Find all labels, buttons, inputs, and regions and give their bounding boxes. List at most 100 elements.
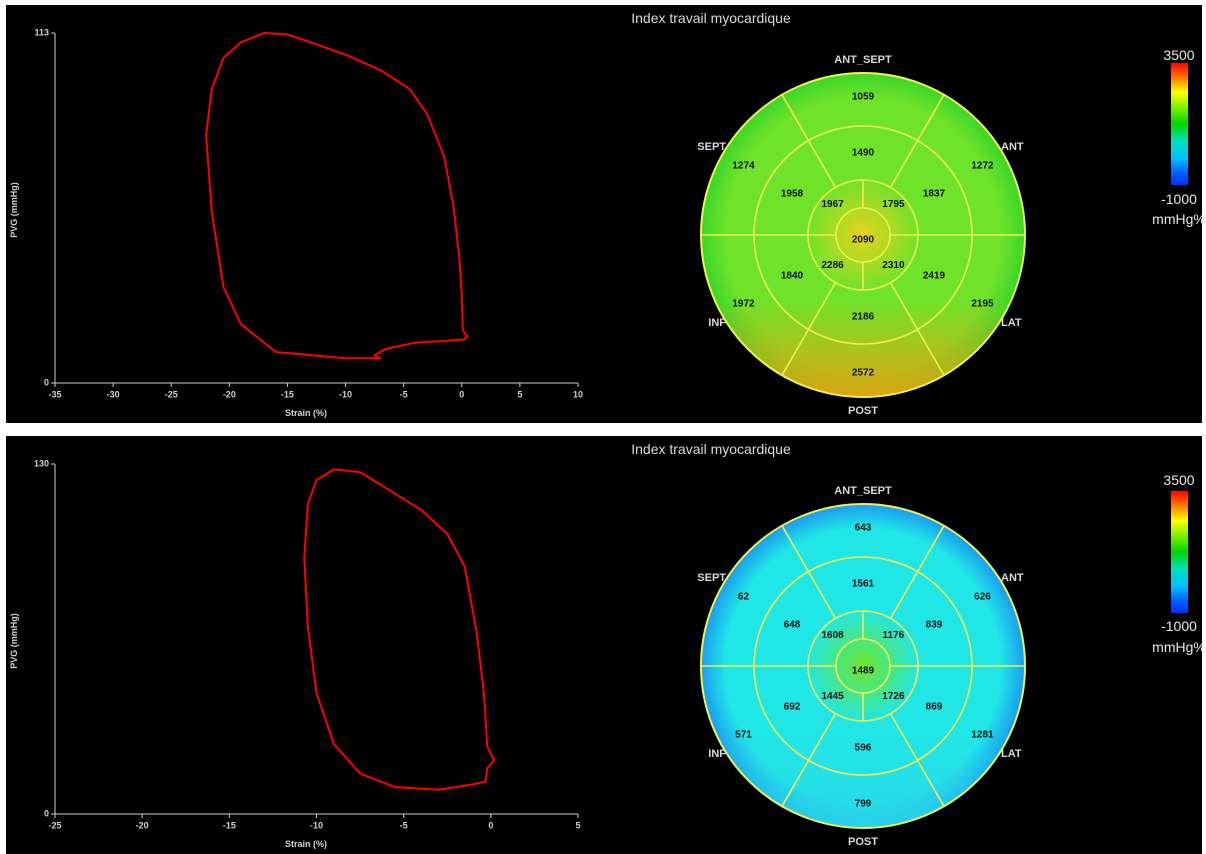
segment-value-middle: 596 (855, 743, 872, 754)
segment-divider (781, 759, 810, 807)
segment-value-middle: 1958 (781, 189, 804, 200)
x-tick-label: 0 (488, 820, 493, 830)
y-tick-label: 0 (44, 377, 49, 387)
region-label: LAT (1001, 317, 1022, 329)
region-label: POST (848, 405, 878, 417)
segment-value-outer: 1272 (971, 161, 994, 172)
segment-value-apex: 1489 (852, 666, 875, 677)
colorbar-min-label: -1000 (1161, 191, 1197, 207)
segment-value-outer: 2572 (852, 368, 875, 379)
region-label: ANT_SEPT (834, 54, 892, 66)
segment-divider (916, 525, 945, 573)
segment-divider (889, 282, 919, 330)
segment-divider (889, 571, 919, 619)
segment-divider (781, 525, 810, 573)
panel-chart-svg: 130 0 -25 -20 -15 -10 -5 0 5 643 626 1281 799 571 62 15… (34, 458, 1026, 848)
segment-divider (807, 713, 837, 761)
x-axis-label: Strain (%) (284, 408, 327, 418)
pressure-strain-loop (205, 32, 469, 360)
segment-value-middle: 1840 (781, 271, 804, 282)
bullseye-shade (701, 73, 1025, 397)
segment-value-inner: 1726 (882, 691, 905, 702)
x-tick-label: -10 (310, 820, 323, 830)
region-label: INF (708, 317, 726, 329)
segment-value-apex: 2090 (852, 235, 875, 246)
segment-value-outer: 1059 (852, 92, 875, 103)
segment-value-middle: 1561 (852, 579, 875, 590)
segment-value-inner: 1176 (883, 630, 905, 641)
colorbar-min-label: -1000 (1161, 618, 1197, 634)
x-tick-label: -5 (400, 389, 408, 399)
x-axis-label: Strain (%) (284, 839, 327, 849)
segment-value-inner: 1445 (821, 691, 844, 702)
bullseye-shade (701, 504, 1025, 828)
panel-title: Index travail myocardique (631, 10, 791, 26)
x-tick-label: -35 (48, 389, 61, 399)
segment-value-inner: 2310 (882, 260, 905, 271)
region-label: LAT (1001, 748, 1022, 760)
segment-divider (807, 282, 837, 330)
colorbar (1171, 63, 1188, 185)
segment-value-outer: 571 (735, 730, 752, 741)
segment-value-inner: 1967 (821, 199, 844, 210)
segment-divider (889, 713, 919, 761)
x-tick-label: -20 (223, 389, 236, 399)
segment-value-outer: 799 (855, 799, 872, 810)
region-label: POST (848, 836, 878, 848)
region-label: SEPT (697, 141, 726, 153)
segment-divider (807, 571, 837, 619)
region-label: ANT (1001, 141, 1024, 153)
segment-value-inner: 2286 (821, 260, 844, 271)
colorbar-max-label: 3500 (1163, 472, 1195, 488)
colorbar-max-label: 3500 (1163, 47, 1195, 63)
colorbar (1171, 491, 1188, 613)
segment-divider (916, 94, 945, 142)
x-tick-label: -20 (136, 820, 149, 830)
segment-value-middle: 1837 (923, 189, 946, 200)
segment-divider (916, 759, 945, 807)
x-tick-label: -15 (281, 389, 294, 399)
segment-value-middle: 692 (784, 702, 801, 713)
region-label: INF (708, 748, 726, 760)
y-tick-label: 0 (44, 808, 49, 818)
x-tick-label: 0 (459, 389, 464, 399)
x-tick-label: -25 (48, 820, 61, 830)
segment-value-inner: 1608 (821, 630, 844, 641)
segment-value-outer: 626 (974, 592, 991, 603)
x-tick-label: -30 (107, 389, 120, 399)
panel-top: Index travail myocardique 3500 -1000 mmH… (6, 5, 1206, 423)
segment-divider (781, 94, 810, 142)
x-tick-label: 5 (575, 820, 580, 830)
segment-value-outer: 643 (855, 523, 872, 534)
segment-value-outer: 62 (738, 592, 750, 603)
region-label: ANT_SEPT (834, 485, 892, 497)
segment-value-middle: 2419 (923, 271, 946, 282)
colorbar-unit-label: mmHg% (1152, 211, 1206, 227)
x-tick-label: 5 (517, 389, 522, 399)
y-tick-label: 130 (34, 458, 49, 468)
segment-value-middle: 869 (926, 702, 943, 713)
segment-value-middle: 2186 (852, 312, 875, 323)
segment-divider (807, 140, 837, 188)
region-label: SEPT (697, 572, 726, 584)
x-tick-label: -25 (165, 389, 178, 399)
colorbar-unit-label: mmHg% (1152, 639, 1206, 655)
segment-value-middle: 648 (784, 620, 801, 631)
segment-divider (889, 140, 919, 188)
segment-divider (916, 328, 945, 376)
segment-value-outer: 1281 (971, 730, 994, 741)
segment-value-outer: 1972 (732, 299, 755, 310)
panel-bottom: Index travail myocardique 3500 -1000 mmH… (6, 436, 1206, 854)
y-tick-label: 113 (34, 27, 49, 37)
segment-value-outer: 1274 (732, 161, 755, 172)
region-label: ANT (1001, 572, 1024, 584)
segment-value-middle: 839 (926, 620, 943, 631)
segment-value-middle: 1490 (852, 148, 875, 159)
panel-title: Index travail myocardique (631, 441, 791, 457)
segment-value-inner: 1795 (882, 199, 905, 210)
segment-divider (781, 328, 810, 376)
x-tick-label: -5 (400, 820, 408, 830)
x-tick-label: -15 (223, 820, 236, 830)
x-tick-label: 10 (573, 389, 583, 399)
pressure-strain-loop (303, 468, 496, 791)
